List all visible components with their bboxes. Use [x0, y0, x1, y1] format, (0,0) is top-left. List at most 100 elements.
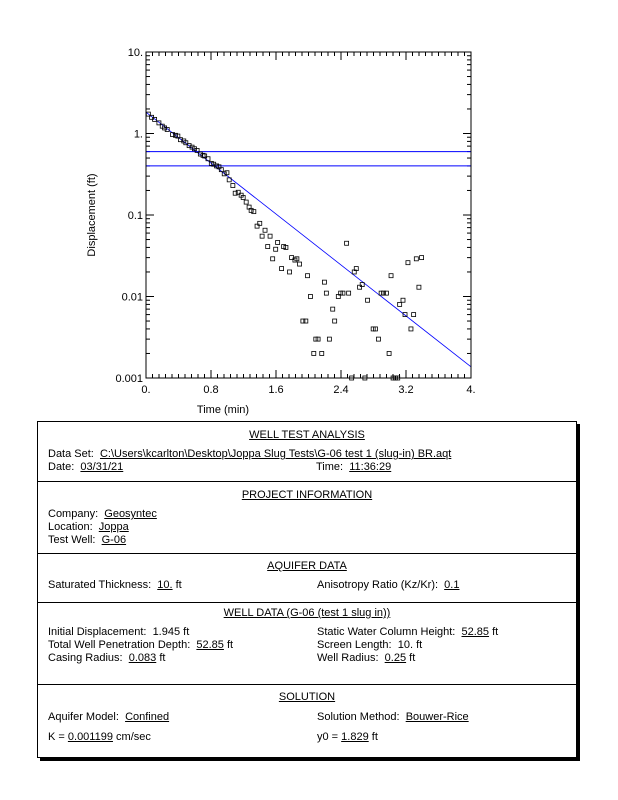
x-tick-label: 3.2: [398, 384, 413, 396]
thickness-unit: ft: [175, 579, 182, 591]
thickness-value: 10.: [157, 579, 173, 591]
x-tick-label: 2.4: [333, 384, 348, 396]
x-tick-label: 4.: [466, 384, 475, 396]
data-point: [287, 269, 292, 275]
data-point: [381, 290, 386, 296]
data-point: [388, 273, 394, 279]
data-point: [156, 120, 162, 126]
data-point: [332, 318, 338, 324]
anisotropy-value: 0.1: [444, 579, 460, 591]
k-value: 0.001199: [67, 731, 113, 743]
data-point: [405, 260, 411, 266]
data-point: [402, 312, 408, 317]
initial-displacement-value: 1.945 ft: [152, 626, 190, 638]
penetration-depth-value: 52.85: [196, 639, 224, 651]
data-point: [175, 133, 181, 139]
screen-length-label: Screen Length:: [317, 639, 392, 651]
data-point: [183, 140, 189, 146]
y-tick-label: 1.: [134, 129, 143, 141]
y0-unit: ft: [371, 731, 378, 743]
initial-displacement-label: Initial Displacement:: [48, 626, 147, 638]
well-test-analysis-section: WELL TEST ANALYSIS Data Set: C:\Users\kc…: [38, 422, 576, 481]
data-point: [397, 301, 403, 307]
data-point: [273, 246, 279, 252]
data-point: [251, 209, 257, 215]
data-point: [254, 223, 260, 229]
aquifer-model-label: Aquifer Model:: [48, 711, 119, 723]
data-point: [315, 336, 321, 342]
data-point: [235, 189, 241, 195]
data-point: [262, 227, 268, 233]
section-title: SOLUTION: [278, 691, 336, 703]
data-point: [365, 297, 370, 303]
location-value: Joppa: [98, 521, 129, 533]
y0-value: 1.829: [341, 731, 369, 743]
well-radius-value: 0.25: [384, 652, 407, 664]
screen-length-value: 10. ft: [397, 639, 423, 651]
data-point: [308, 294, 313, 299]
k-label: K =: [48, 731, 65, 743]
data-point: [243, 199, 249, 205]
y-tick-label: 0.001: [115, 373, 143, 385]
aquifer-model-value: Confined: [125, 711, 170, 723]
data-point: [326, 336, 332, 342]
location-label: Location:: [48, 521, 93, 533]
data-point: [218, 167, 224, 173]
test-well-label: Test Well:: [48, 534, 96, 546]
data-point: [300, 318, 306, 324]
time-label: Time:: [316, 461, 344, 473]
penetration-depth-unit: ft: [226, 639, 234, 651]
data-point: [205, 156, 211, 162]
k-unit: cm/sec: [116, 731, 151, 743]
company-label: Company:: [48, 508, 99, 520]
well-data-section: WELL DATA (G-06 (test 1 slug in)) Initia…: [38, 602, 576, 684]
data-point: [279, 266, 285, 271]
data-point: [248, 207, 254, 213]
solution-method-value: Bouwer-Rice: [405, 711, 469, 723]
data-point: [384, 290, 389, 296]
data-point: [353, 266, 359, 271]
casing-radius-unit: ft: [159, 652, 166, 664]
data-point: [322, 279, 327, 285]
penetration-depth-label: Total Well Penetration Depth:: [48, 639, 191, 651]
data-point: [230, 183, 236, 188]
section-title: WELL TEST ANALYSIS: [249, 429, 365, 441]
data-point: [170, 132, 175, 137]
data-point: [346, 290, 352, 296]
data-point: [257, 220, 263, 226]
x-tick-label: 0.8: [203, 384, 218, 396]
data-point: [221, 171, 227, 177]
fit-line: [145, 111, 472, 368]
date-value: 03/31/21: [80, 461, 124, 473]
plot-frame: [145, 51, 472, 379]
section-title: WELL DATA (G-06 (test 1 slug in)): [223, 607, 391, 619]
data-point: [416, 284, 422, 290]
static-water-column-value: 52.85: [461, 626, 490, 638]
data-point: [413, 256, 419, 262]
well-radius-unit: ft: [409, 652, 416, 664]
static-water-column-unit: ft: [492, 626, 499, 638]
data-point: [376, 336, 381, 342]
data-point: [373, 326, 378, 332]
data-point: [186, 143, 192, 149]
data-point: [323, 290, 329, 296]
y0-label: y0 =: [317, 731, 339, 743]
data-point: [386, 351, 392, 356]
data-point: [357, 284, 363, 290]
data-point: [305, 273, 310, 279]
y-tick-label: 10.: [128, 47, 143, 59]
section-title: PROJECT INFORMATION: [241, 489, 373, 501]
data-point: [275, 240, 281, 245]
data-point: [267, 233, 273, 239]
data-point: [224, 170, 230, 176]
data-point: [359, 282, 365, 287]
data-point: [202, 153, 208, 159]
date-label: Date:: [48, 461, 75, 473]
company-value: Geosyntec: [104, 508, 157, 520]
data-point: [152, 116, 158, 122]
data-point: [330, 306, 336, 312]
thickness-label: Saturated Thickness:: [48, 579, 152, 591]
data-point: [344, 240, 350, 246]
data-point: [226, 177, 232, 183]
casing-radius-label: Casing Radius:: [48, 652, 123, 664]
